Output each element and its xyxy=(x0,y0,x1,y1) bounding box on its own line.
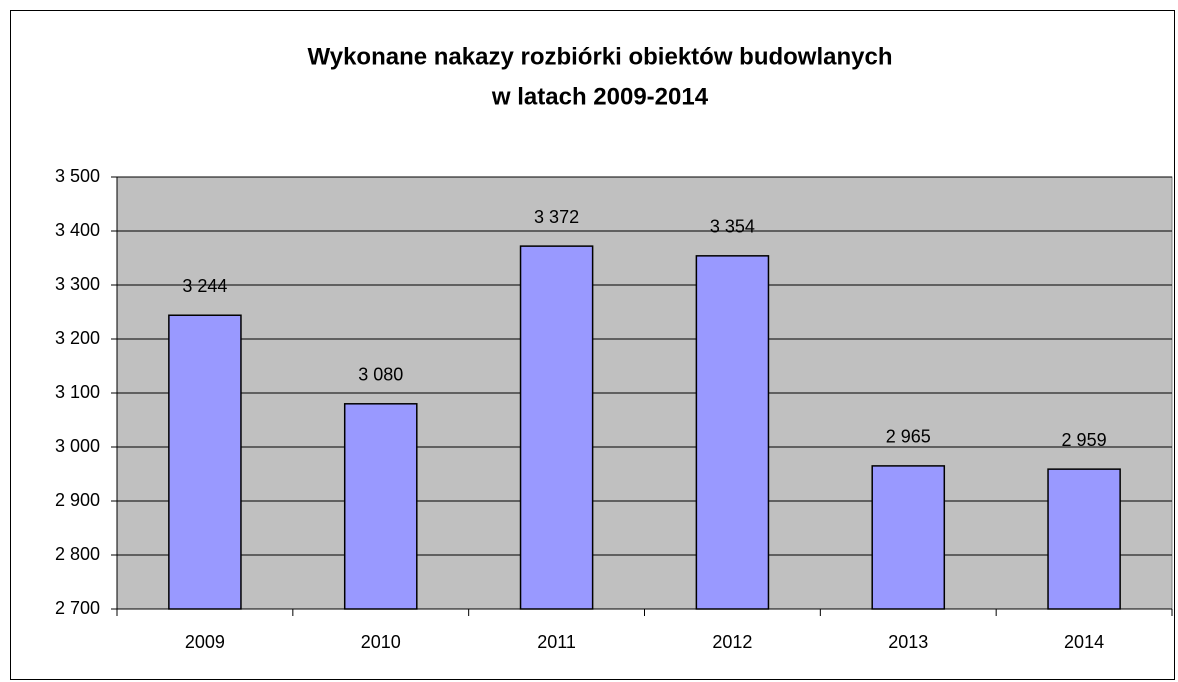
bar xyxy=(168,314,242,610)
chart-title: w latach 2009-2014 xyxy=(491,83,709,110)
y-tick-label: 3 300 xyxy=(55,274,100,294)
bar xyxy=(871,465,946,610)
x-tick-label: 2014 xyxy=(1064,632,1104,652)
data-label: 3 244 xyxy=(182,276,227,296)
data-label: 2 959 xyxy=(1062,430,1107,450)
y-tick-label: 3 400 xyxy=(55,220,100,240)
y-tick-label: 3 000 xyxy=(55,436,100,456)
data-label: 3 354 xyxy=(710,217,755,237)
data-label: 3 080 xyxy=(358,365,403,385)
y-tick-label: 2 800 xyxy=(55,544,100,564)
y-tick-label: 2 900 xyxy=(55,490,100,510)
bar xyxy=(343,403,418,610)
x-tick-label: 2009 xyxy=(185,632,225,652)
x-tick-label: 2011 xyxy=(537,632,576,652)
y-tick-label: 2 700 xyxy=(55,598,100,618)
y-tick-label: 3 200 xyxy=(55,328,100,348)
bar xyxy=(695,255,770,610)
x-tick-label: 2013 xyxy=(888,632,928,652)
data-label: 2 965 xyxy=(886,427,931,447)
y-tick-label: 3 500 xyxy=(55,166,100,186)
bar xyxy=(1047,468,1121,610)
chart-title: Wykonane nakazy rozbiórki obiektów budow… xyxy=(308,43,893,70)
y-tick-label: 3 100 xyxy=(55,382,100,402)
x-tick-label: 2010 xyxy=(361,632,401,652)
bar xyxy=(519,245,594,610)
x-tick-label: 2012 xyxy=(712,632,752,652)
data-label: 3 372 xyxy=(534,207,579,227)
